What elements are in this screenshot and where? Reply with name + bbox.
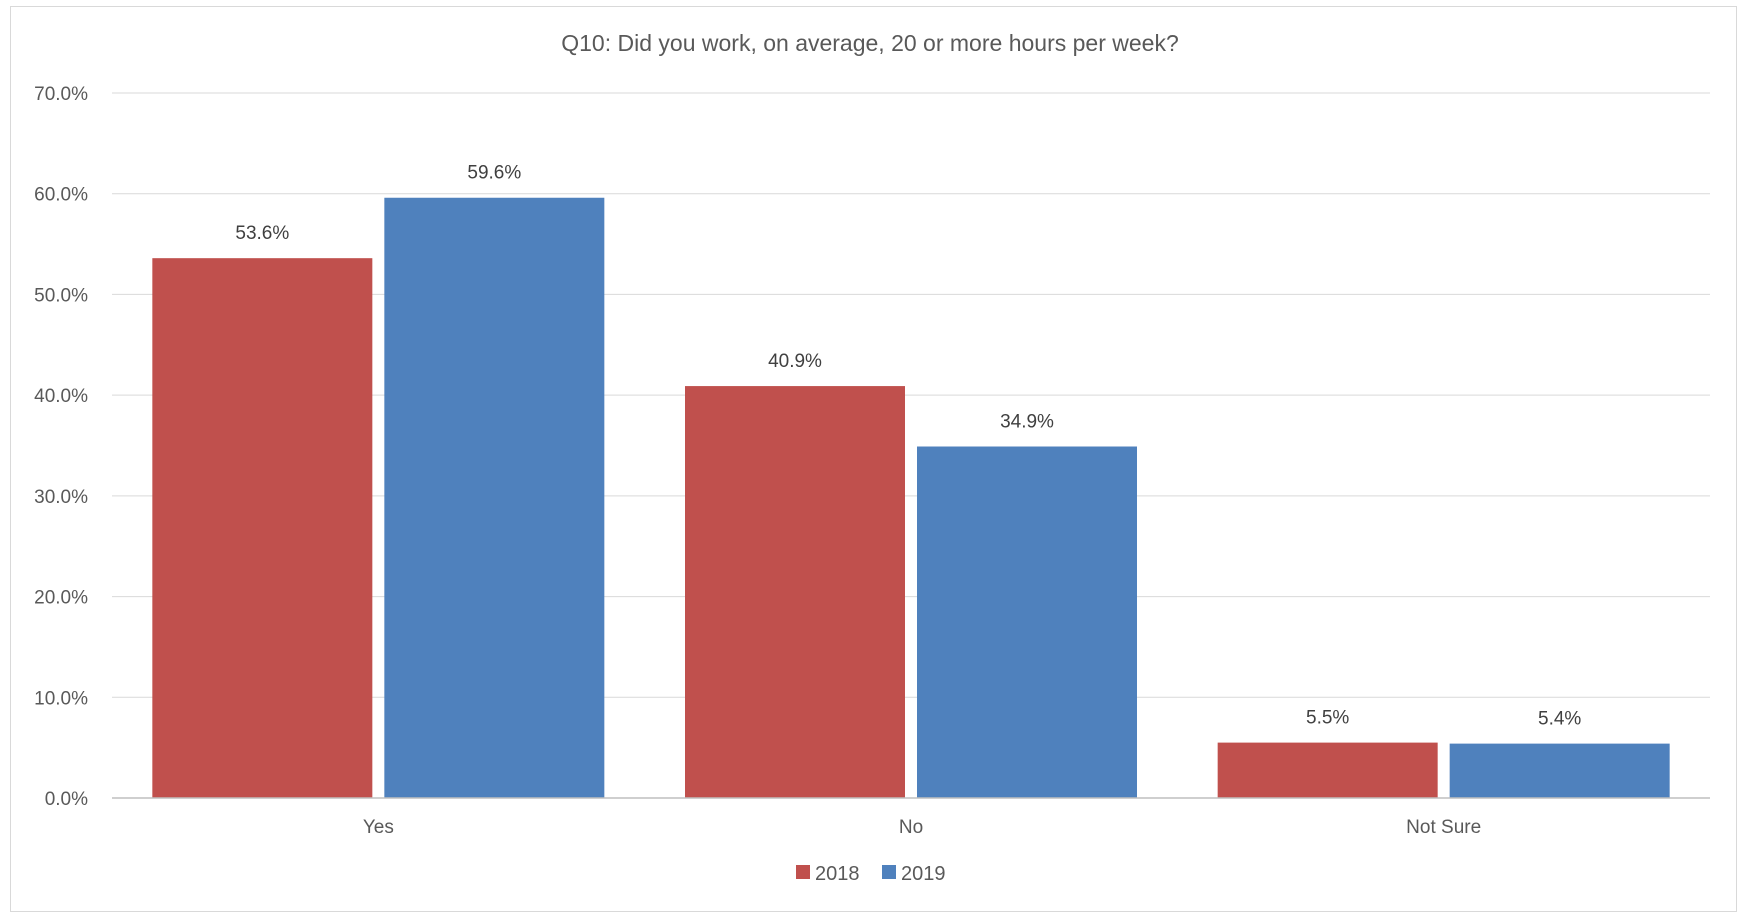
bar-2019-yes — [384, 197, 605, 798]
legend-label: 2018 — [815, 863, 860, 885]
data-label: 5.5% — [1306, 708, 1349, 729]
y-tick-label: 0.0% — [45, 789, 88, 810]
legend-swatch — [882, 865, 896, 879]
bar-2018-not-sure — [1217, 742, 1438, 798]
x-tick-label: Yes — [363, 817, 394, 838]
legend-item-2019: 2019 — [882, 863, 946, 885]
bar-2018-yes — [152, 258, 373, 799]
y-tick-label: 10.0% — [34, 688, 88, 709]
data-label: 53.6% — [235, 223, 289, 244]
data-label: 59.6% — [467, 163, 521, 184]
y-tick-label: 50.0% — [34, 285, 88, 306]
x-tick-label: No — [899, 817, 923, 838]
legend-label: 2019 — [901, 863, 946, 885]
bar-2018-no — [685, 386, 905, 798]
bar-2019-not-sure — [1449, 743, 1670, 798]
y-tick-label: 70.0% — [34, 84, 88, 105]
y-tick-label: 60.0% — [34, 185, 88, 206]
x-axis: Yes No Not Sure — [112, 797, 1710, 838]
data-label: 40.9% — [768, 351, 822, 372]
bar-2019-no — [917, 446, 1137, 798]
y-tick-label: 30.0% — [34, 487, 88, 508]
x-tick-label: Not Sure — [1406, 817, 1481, 838]
data-label: 34.9% — [1000, 412, 1054, 433]
y-tick-label: 20.0% — [34, 588, 88, 609]
data-label: 5.4% — [1538, 709, 1581, 730]
legend: 2018 2019 — [796, 863, 946, 885]
legend-swatch — [796, 865, 810, 879]
y-axis: 0.0% 10.0% 20.0% 30.0% 40.0% 50.0% 60.0% 70.0% — [34, 84, 88, 810]
y-tick-label: 40.0% — [34, 386, 88, 407]
legend-item-2018: 2018 — [796, 863, 860, 885]
bars — [152, 197, 1670, 799]
data-labels: 53.6% 59.6% 40.9% 34.9% 5.5% 5.4% — [235, 163, 1581, 730]
chart-title: Q10: Did you work, on average, 20 or mor… — [561, 30, 1179, 56]
gridlines — [112, 92, 1710, 698]
